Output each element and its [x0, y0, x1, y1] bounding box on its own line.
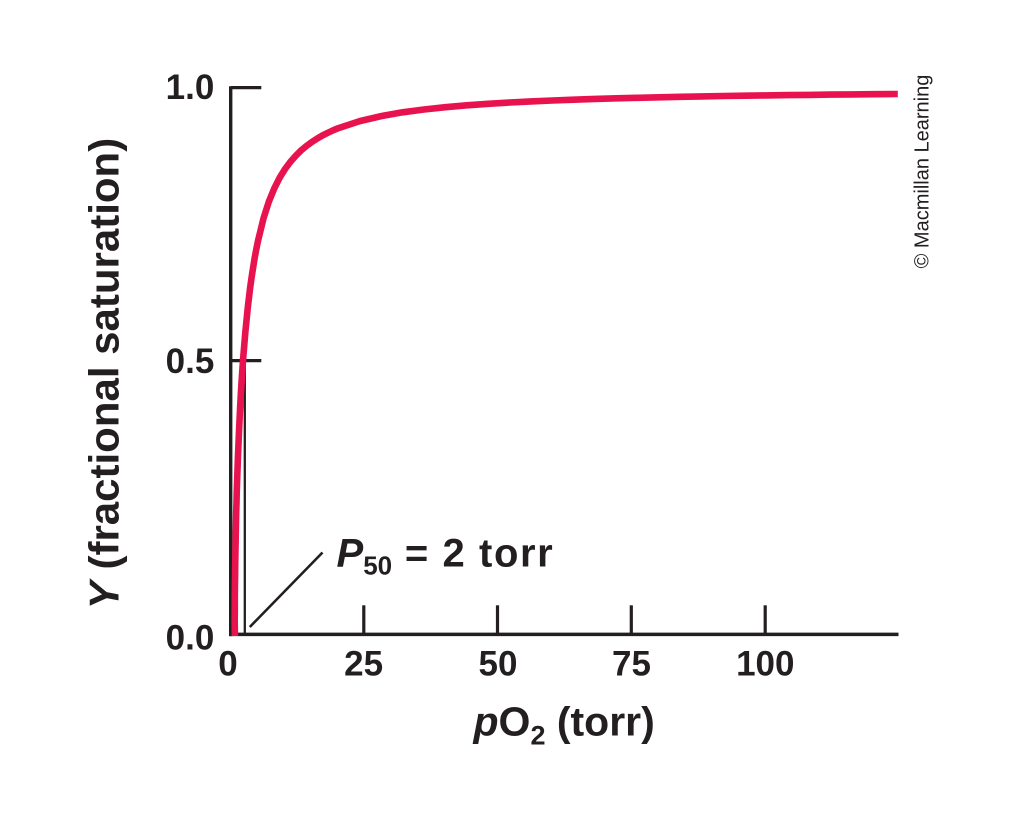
- svg-text:Y (fractional saturation): Y (fractional saturation): [81, 138, 128, 609]
- svg-text:75: 75: [612, 644, 651, 683]
- svg-text:50: 50: [479, 644, 518, 683]
- svg-text:100: 100: [736, 644, 794, 683]
- svg-text:© Macmillan Learning: © Macmillan Learning: [912, 75, 934, 269]
- svg-text:25: 25: [344, 644, 383, 683]
- svg-text:pO2 (torr): pO2 (torr): [473, 699, 655, 751]
- svg-text:P50 = 2 torr: P50 = 2 torr: [337, 531, 555, 580]
- svg-text:1.0: 1.0: [166, 68, 215, 107]
- svg-text:0.0: 0.0: [166, 618, 215, 657]
- svg-text:0.5: 0.5: [166, 342, 215, 381]
- svg-text:0: 0: [218, 644, 237, 683]
